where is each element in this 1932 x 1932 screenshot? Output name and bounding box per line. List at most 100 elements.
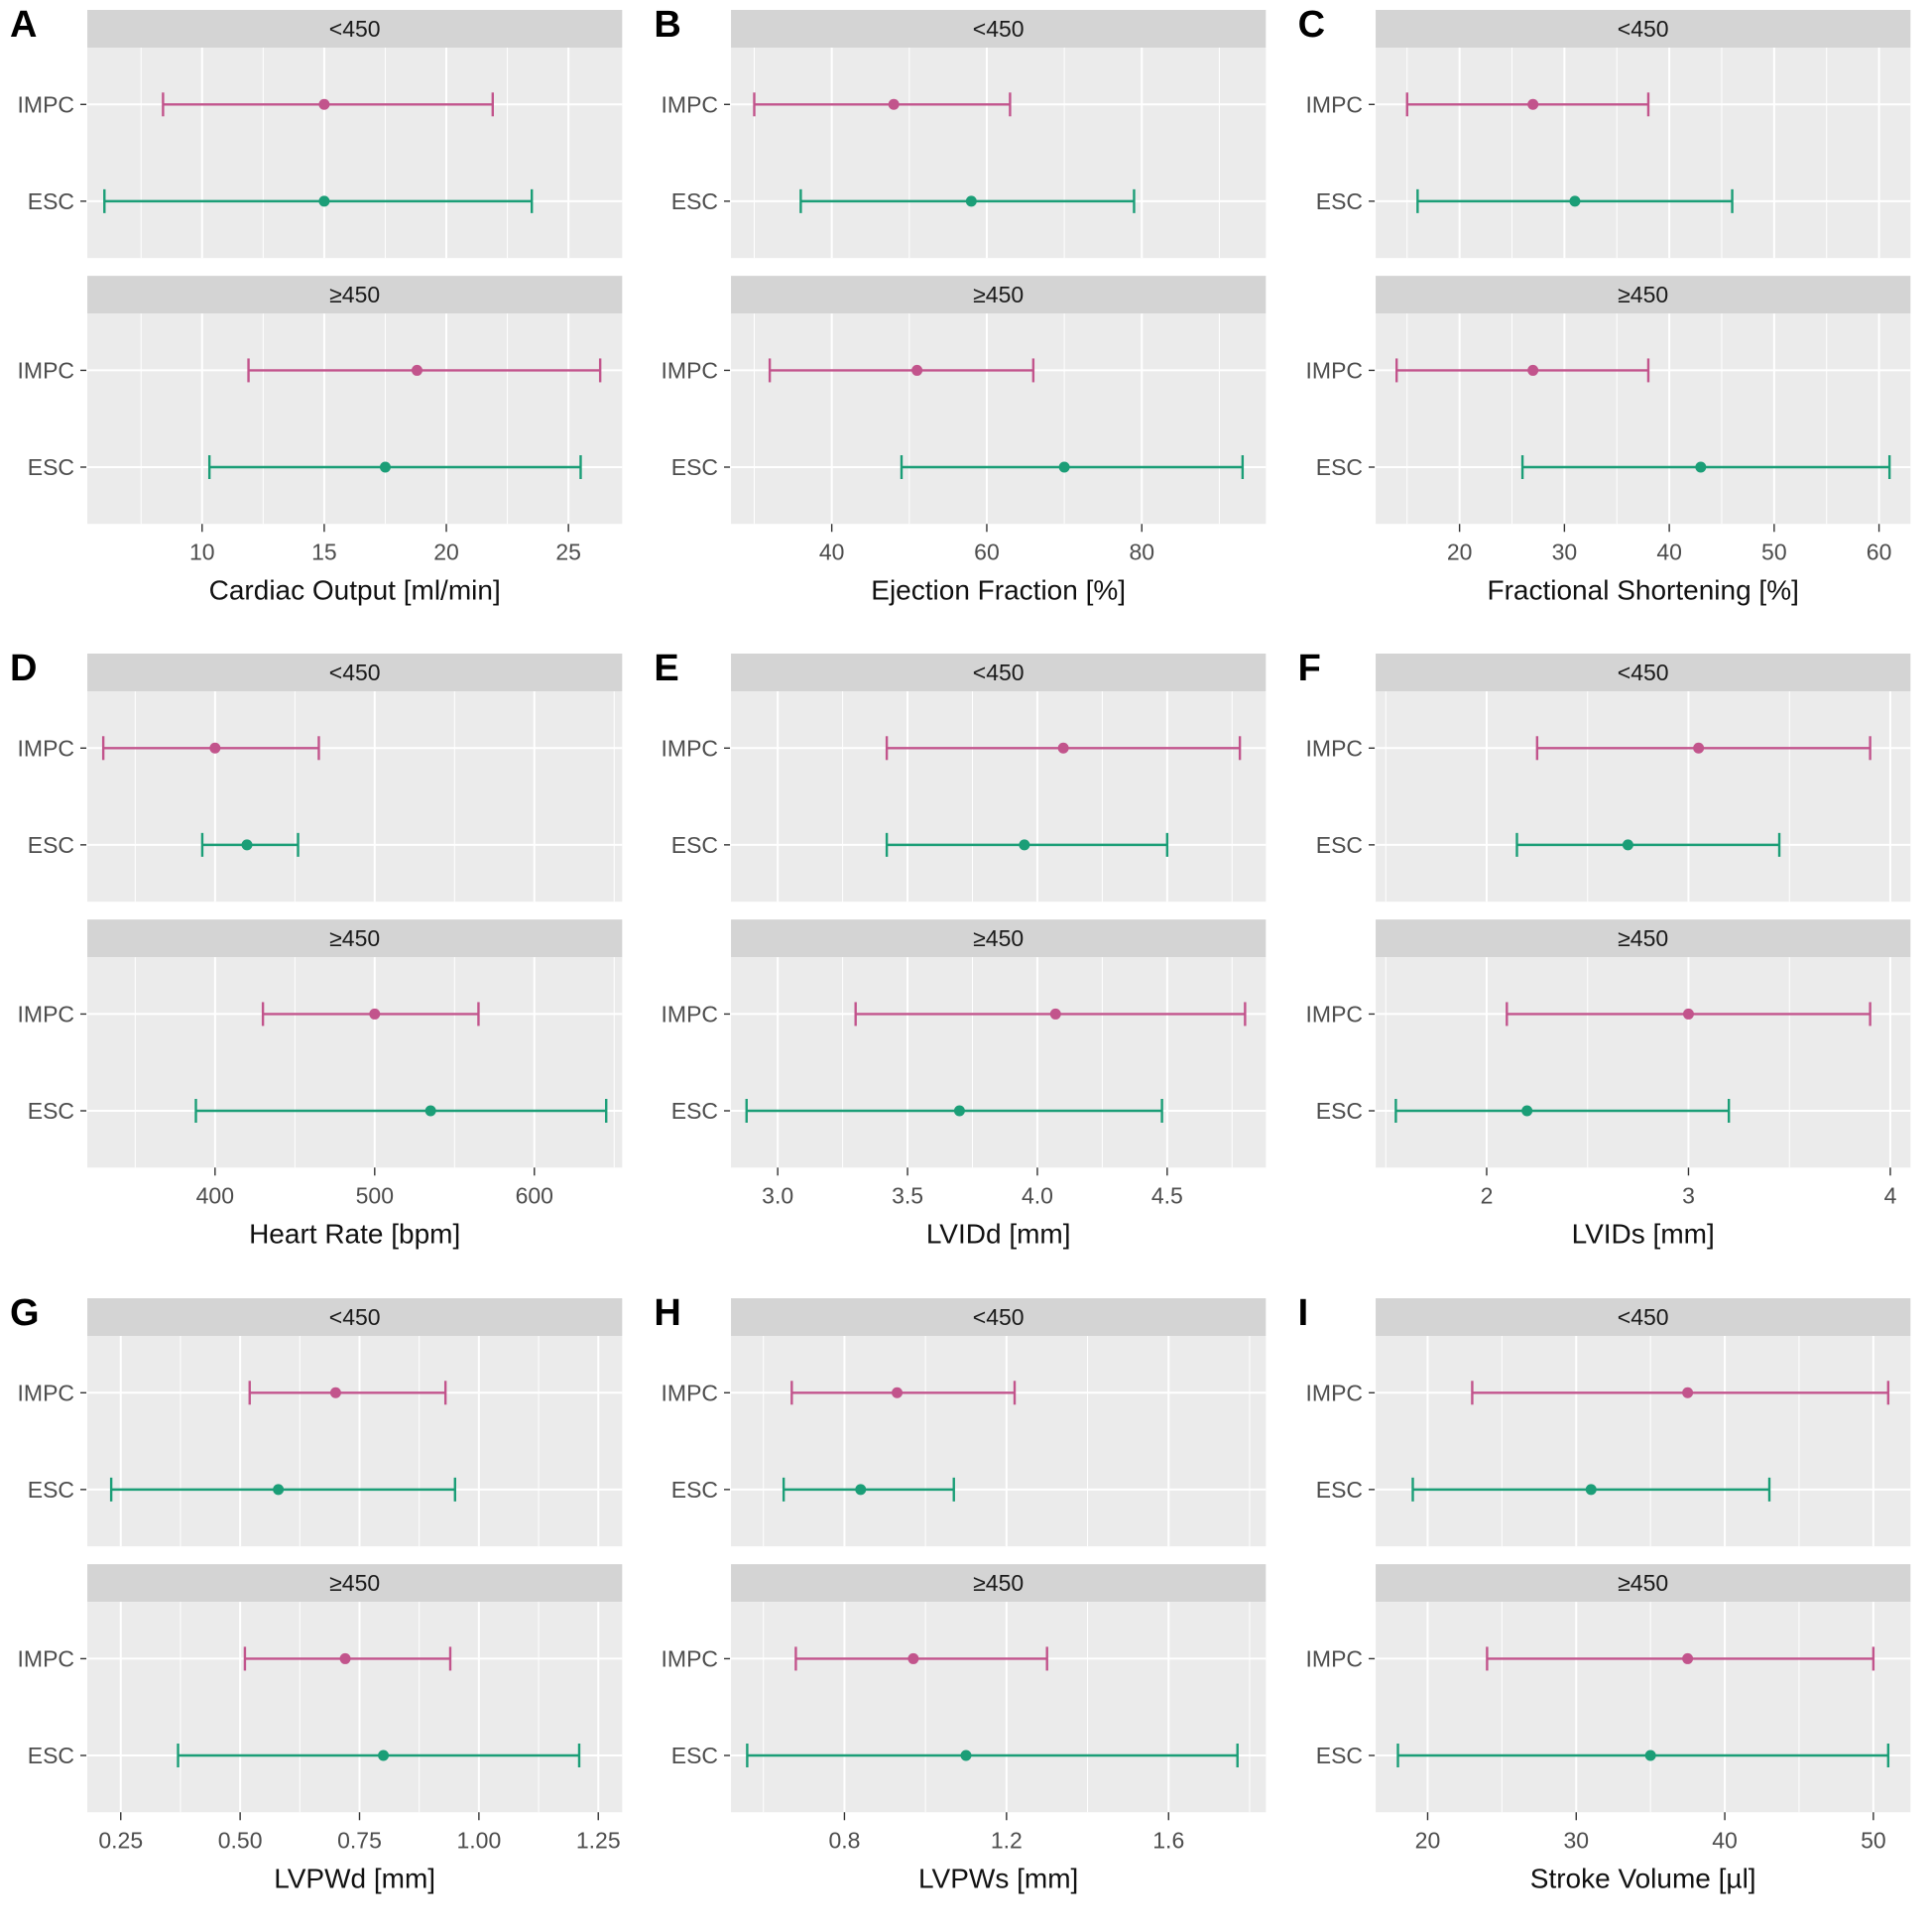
x-tick-label: 2 [1480, 1183, 1493, 1209]
x-tick-label: 0.75 [337, 1827, 382, 1853]
point-estimate-impc [907, 1652, 919, 1664]
point-estimate-impc [329, 1387, 341, 1398]
x-tick-label: 30 [1551, 539, 1577, 564]
x-tick-label: 4 [1883, 1183, 1896, 1209]
point-estimate-impc [1526, 98, 1538, 110]
x-tick-label: 40 [819, 539, 845, 564]
facet-strip [87, 1563, 623, 1602]
x-tick-label: 1.00 [456, 1827, 501, 1853]
x-tick-label: 1.2 [991, 1827, 1023, 1853]
facet-strip [731, 654, 1267, 692]
facet-strip-label: <450 [1617, 660, 1668, 685]
facet-strip [87, 1297, 623, 1336]
point-estimate-esc [855, 1484, 867, 1496]
y-axis-label-esc: ESC [671, 1743, 718, 1768]
facet-panel-bg [87, 691, 623, 903]
chart-lvpws: <450 IMPC ESC ≥450 IMPC ESC 0.8 1.2 1.6 LVPWs [mm… [662, 1297, 1267, 1893]
point-estimate-impc [1050, 1009, 1062, 1021]
x-tick-label: 25 [555, 539, 581, 564]
x-axis-title: Cardiac Output [ml/min] [209, 574, 501, 605]
y-axis-label-impc: IMPC [18, 736, 75, 762]
x-tick-label: 3.0 [763, 1183, 794, 1209]
facet-strip-label: <450 [973, 16, 1025, 42]
point-estimate-esc [378, 1750, 390, 1761]
x-tick-label: 0.25 [98, 1827, 143, 1853]
point-estimate-esc [318, 195, 330, 207]
facet-strip-label: <450 [329, 660, 381, 685]
y-axis-label-esc: ESC [1315, 1477, 1362, 1503]
x-tick-label: 3 [1682, 1183, 1695, 1209]
y-axis-label-esc: ESC [1315, 188, 1362, 214]
facet-panel-bg [87, 957, 623, 1168]
facet-panel-bg [1375, 691, 1910, 903]
panel-a: A <450 IMPC ESC ≥450 IMPC ESC 10 15 20 25 Cardiac … [0, 0, 644, 644]
x-axis-title: Heart Rate [bpm] [249, 1219, 460, 1250]
chart-lvids: <450 IMPC ESC ≥450 IMPC ESC 2 3 4 LVIDs [mm] [1305, 654, 1910, 1250]
x-tick-label: 1.6 [1153, 1827, 1185, 1853]
y-axis-label-esc: ESC [671, 832, 718, 858]
point-estimate-esc [424, 1105, 436, 1117]
y-axis-label-impc: IMPC [18, 357, 75, 383]
point-estimate-impc [1692, 743, 1704, 755]
panel-letter-f: F [1297, 648, 1321, 690]
y-axis-label-esc: ESC [1315, 1098, 1362, 1124]
panel-c: C <450 IMPC ESC ≥450 IMPC ESC 20 30 40 50 60 Fracti… [1288, 0, 1932, 644]
x-tick-label: 3.5 [892, 1183, 923, 1209]
y-axis-label-impc: IMPC [1305, 1380, 1363, 1405]
panel-f: F <450 IMPC ESC ≥450 IMPC ESC 2 3 4 LVIDs [mm] [1288, 644, 1932, 1287]
facet-strip-label: <450 [329, 16, 381, 42]
facet-strip-label: <450 [973, 1304, 1025, 1330]
panel-e: E <450 IMPC ESC ≥450 IMPC ESC 3.0 3.5 4.0 4.5 LVID… [644, 644, 1287, 1287]
y-axis-label-esc: ESC [671, 1098, 718, 1124]
facet-panel-bg [1375, 1335, 1910, 1546]
point-estimate-impc [369, 1009, 381, 1021]
facet-strip-label: ≥450 [329, 282, 380, 307]
point-estimate-esc [1569, 195, 1581, 207]
facet-strip [1375, 1563, 1910, 1602]
y-axis-label-esc: ESC [28, 1098, 74, 1124]
facet-strip-label: ≥450 [329, 925, 380, 951]
point-estimate-impc [911, 364, 923, 376]
facet-strip-label: ≥450 [1618, 1570, 1668, 1596]
y-axis-label-impc: IMPC [1305, 91, 1363, 117]
x-tick-label: 20 [433, 539, 459, 564]
facet-strip [731, 919, 1267, 958]
x-tick-label: 60 [1866, 539, 1891, 564]
point-estimate-esc [966, 195, 978, 207]
y-axis-label-impc: IMPC [1305, 1002, 1363, 1027]
x-tick-label: 400 [196, 1183, 234, 1209]
facet-strip [731, 1563, 1267, 1602]
x-tick-label: 15 [311, 539, 337, 564]
panel-letter-g: G [10, 1291, 40, 1334]
point-estimate-esc [1694, 461, 1706, 473]
panel-b: B <450 IMPC ESC ≥450 IMPC ESC 40 60 80 Ejection F… [644, 0, 1287, 644]
y-axis-label-impc: IMPC [662, 1002, 719, 1027]
point-estimate-esc [1622, 839, 1633, 851]
x-axis-title: Ejection Fraction [%] [872, 574, 1127, 605]
y-axis-label-impc: IMPC [18, 91, 75, 117]
chart-cardiac-output: <450 IMPC ESC ≥450 IMPC ESC 10 15 20 25 Cardiac Ou… [18, 10, 623, 605]
x-axis-title: LVIDs [mm] [1571, 1219, 1714, 1250]
x-axis-title: LVPWd [mm] [274, 1863, 435, 1893]
facet-strip-label: <450 [973, 660, 1025, 685]
x-axis-title: LVPWs [mm] [918, 1863, 1078, 1893]
facet-strip-label: ≥450 [1618, 282, 1668, 307]
point-estimate-impc [888, 98, 901, 110]
chart-lvpwd: <450 IMPC ESC ≥450 IMPC ESC 0.25 0.50 0.75 1.00 1.… [18, 1297, 623, 1893]
point-estimate-esc [1585, 1484, 1597, 1496]
panel-d: D <450 IMPC ESC ≥450 IMPC ESC 400 500 600 Heart R… [0, 644, 644, 1287]
facet-panel-bg [731, 957, 1267, 1168]
point-estimate-esc [379, 461, 391, 473]
point-estimate-esc [1644, 1750, 1656, 1761]
point-estimate-esc [960, 1750, 972, 1761]
facet-strip-label: <450 [1617, 16, 1668, 42]
facet-strip [731, 10, 1267, 49]
point-estimate-esc [1019, 839, 1030, 851]
panel-letter-h: H [654, 1291, 681, 1334]
facet-strip [731, 276, 1267, 314]
panel-letter-d: D [10, 648, 38, 690]
facet-panel-bg [731, 313, 1267, 525]
x-tick-label: 4.5 [1151, 1183, 1183, 1209]
facet-strip [87, 10, 623, 49]
